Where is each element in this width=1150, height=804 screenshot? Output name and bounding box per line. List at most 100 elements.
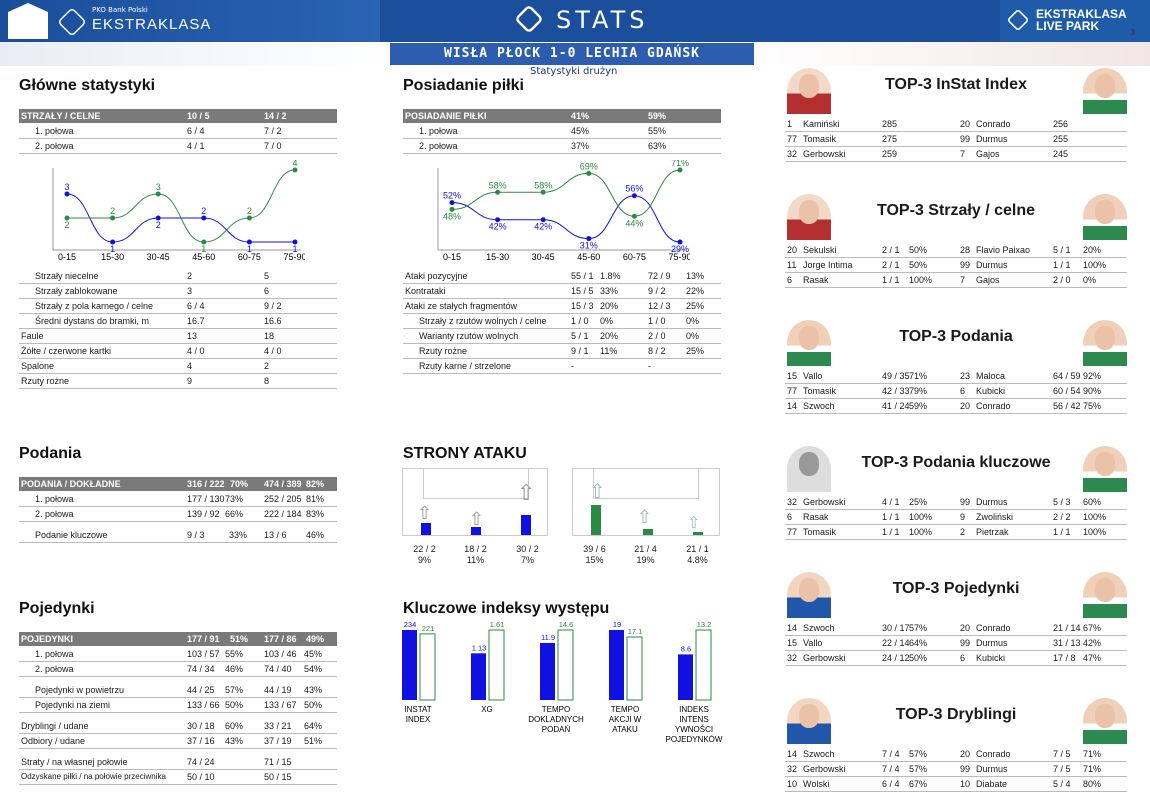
away-data-label: 221 [422, 624, 435, 633]
away-value: 255 [1053, 134, 1069, 144]
away-pct: 64% [304, 721, 323, 731]
away-value: 1 / 1 [1053, 527, 1071, 537]
home-player: Vallo [803, 638, 823, 648]
away-pct: 90% [1083, 386, 1102, 396]
top3-panel: TOP-3 Podania 15 Vallo 49 / 35 71% 23 Ma… [785, 316, 1127, 426]
shots-chart: 0-15 15-30 30-45 45-60 60-75 75-90 3 1 2 2 1 1 2 2 3 1 2… [52, 160, 305, 260]
away-value: 13 / 6 [264, 530, 287, 540]
top3-panel: TOP-3 Pojedynki 14 Szwoch 30 / 17 57% 20… [785, 568, 1127, 678]
attack-label: 22 / 2 9% [402, 544, 447, 566]
live-park-logo: EKSTRAKLASA LIVE PARK [1006, 8, 1127, 32]
table-row: Strzały niecelne 2 5 [19, 269, 337, 284]
player-avatar-away [1083, 698, 1127, 744]
arrow-right-icon: ⇧ [517, 481, 536, 506]
header-home: 10 / 5 [187, 111, 210, 121]
player-avatar-home [787, 698, 831, 744]
home-value: 7 / 4 [882, 749, 900, 759]
home-value: 24 / 12 [882, 653, 910, 663]
away-point [677, 167, 683, 173]
away-value: 1 / 0 [648, 316, 666, 326]
home-player: Vallo [803, 371, 823, 381]
home-pct: 57% [909, 749, 928, 759]
home-pct: 64% [909, 638, 928, 648]
home-point [449, 200, 455, 206]
possession-table: POSIADANIE PIŁKI 41% 59% 1. połowa 45% 55%… [403, 109, 721, 154]
home-number: 14 [787, 749, 798, 759]
stats-title: STATS [514, 4, 648, 34]
home-number: 14 [787, 623, 798, 633]
home-value: 275 [882, 134, 898, 144]
top3-row: 6 Rasak 1 / 1 100% 9 Zwoliński 2 / 2 100… [785, 510, 1127, 525]
header-home: 41% [571, 111, 590, 121]
away-pct: 0% [1083, 275, 1097, 285]
attack-value: 22 / 2 [413, 544, 436, 554]
away-data-label: 69% [580, 161, 598, 171]
away-value: 12 / 3 [648, 301, 671, 311]
away-point [449, 206, 455, 212]
home-pct: 100% [909, 275, 933, 285]
home-data-label: 1 [110, 244, 115, 254]
category-label: INSTAT [404, 705, 431, 714]
away-value: 60 / 54 [1053, 386, 1081, 396]
home-value: 42 / 33 [882, 386, 910, 396]
subtitle: Statystyki drużyn [530, 66, 618, 77]
table-header: POJEDYNKI 177 / 91 51% 177 / 86 49% [19, 632, 337, 646]
home-point [540, 217, 546, 223]
face-icon [799, 704, 819, 728]
top3-title: TOP-3 Strzały / celne [877, 202, 1035, 219]
header-home-pct: 51% [230, 634, 249, 644]
away-number: 23 [960, 371, 971, 381]
attack-bar-right [693, 532, 703, 535]
row-label: Średni dystans do bramki, m [35, 316, 150, 326]
category-label: INTENS [679, 715, 708, 724]
away-player: Zwoliński [976, 512, 1014, 522]
home-value: 6 / 4 [882, 779, 900, 789]
home-pct: 59% [909, 401, 928, 411]
home-data-label: 52% [443, 191, 461, 201]
header-away: 474 / 389 [264, 479, 302, 489]
top3-panel: TOP-3 Dryblingi 14 Szwoch 7 / 4 57% 20 C… [785, 694, 1127, 804]
decor-right [755, 42, 1150, 66]
away-value: 31 / 13 [1053, 638, 1081, 648]
top3-title: TOP-3 Pojedynki [892, 580, 1020, 597]
tick-label: 60-75 [623, 252, 646, 260]
attack-pct: 15% [585, 555, 604, 565]
home-value: 55 / 1 [571, 271, 594, 281]
section-title-attack-sides: STRONY ATAKU [403, 445, 527, 462]
away-data-label: 71% [671, 160, 689, 168]
away-number: 7 [960, 275, 966, 285]
home-pct: 73% [225, 494, 244, 504]
top3-row: 32 Gerbowski 7 / 4 57% 99 Durmus 7 / 5 7… [785, 762, 1127, 777]
category-label: POJEDYNKÓW [666, 735, 723, 742]
away-pct: 75% [1083, 401, 1102, 411]
home-pct: 100% [909, 512, 933, 522]
header-label: POJEDYNKI [21, 634, 74, 644]
away-bar [419, 633, 436, 701]
live-park-logo-icon [1006, 8, 1030, 32]
top3-row: 11 Jorge Intima 2 / 1 50% 99 Durmus 1 / … [785, 258, 1127, 273]
home-bar [402, 630, 417, 700]
row-label: Strzały niecelne [35, 271, 99, 281]
away-value: 5 / 1 [1053, 245, 1071, 255]
home-pct: 33% [229, 530, 248, 540]
top3-row: 1 Kamiński 285 20 Conrado 256 [785, 117, 1127, 132]
away-pct: 71% [1083, 764, 1102, 774]
section-title-duels: Pojedynki [19, 600, 95, 617]
home-number: 10 [787, 779, 798, 789]
away-data-label: 44% [625, 218, 643, 228]
away-value: 44 / 19 [264, 685, 292, 695]
away-bar [557, 629, 574, 701]
away-pct: 0% [686, 331, 700, 341]
top3-panel: TOP-3 Strzały / celne 20 Sekulski 2 / 1 … [785, 190, 1127, 300]
tick-label: 30-45 [532, 252, 555, 260]
match-title: WISŁA PŁOCK 1-0 LECHIA GDAŃSK [390, 43, 754, 65]
attack-label: 21 / 4 19% [623, 544, 668, 566]
home-value: 139 / 92 [187, 509, 220, 519]
home-value: 2 / 1 [882, 260, 900, 270]
player-avatar-home [787, 572, 831, 618]
arrow-center-icon: ⇧ [469, 509, 485, 530]
home-point [677, 239, 683, 245]
home-number: 20 [787, 245, 798, 255]
home-number: 32 [787, 149, 798, 159]
